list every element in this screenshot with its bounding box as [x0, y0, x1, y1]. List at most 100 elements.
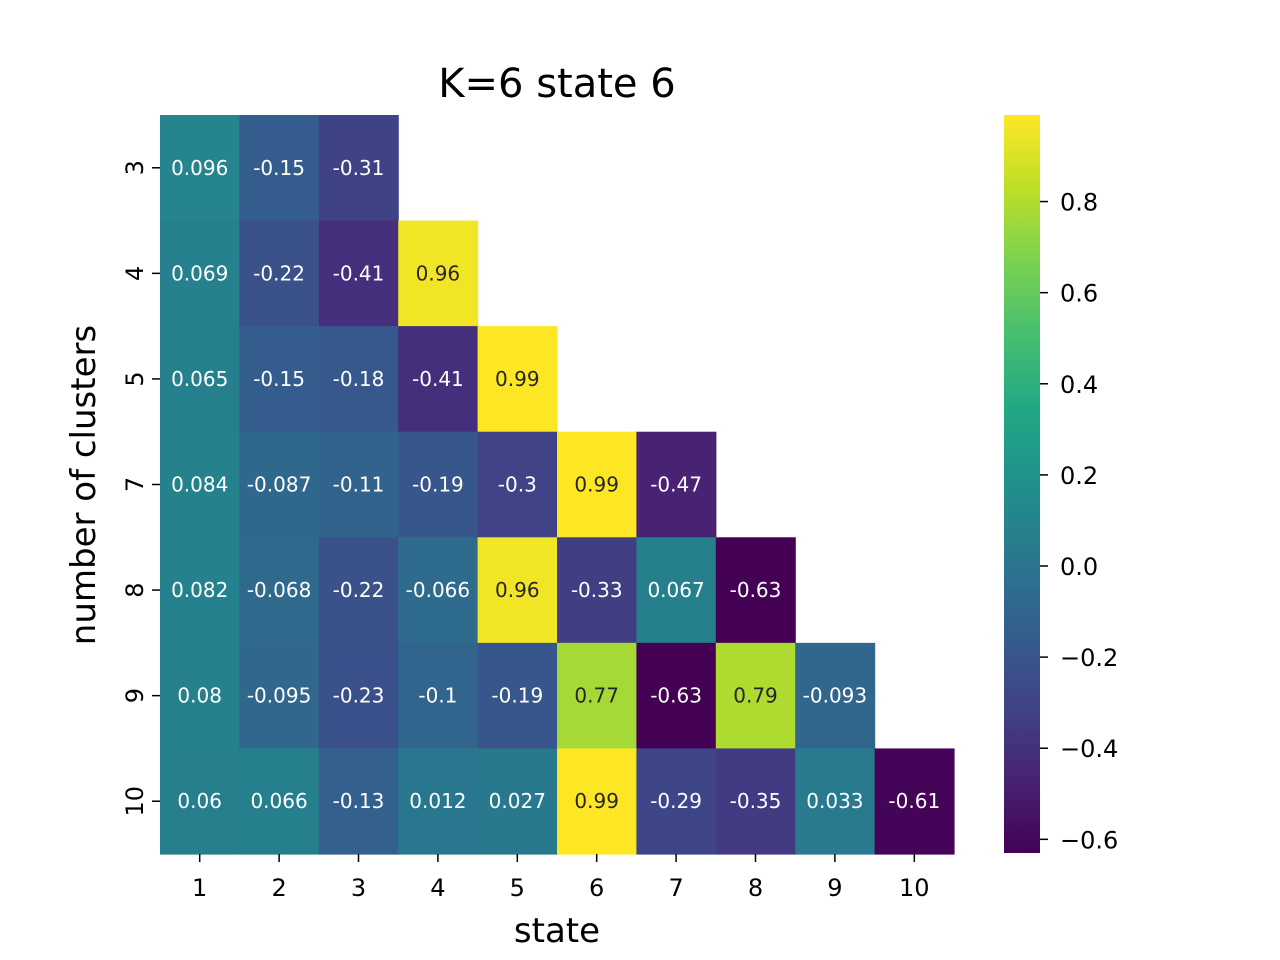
y-tick-label: 3: [121, 160, 149, 175]
x-axis-ticks: 1 2 3 4 5 6 7 8 9 10: [192, 854, 930, 902]
cell-value-label: 0.96: [495, 578, 540, 602]
heatmap-cell: [795, 748, 876, 855]
heatmap-cell: [477, 748, 558, 855]
y-tick-label: 9: [121, 688, 149, 703]
heatmap-cell: [239, 431, 320, 538]
cell-value-label: -0.22: [253, 261, 305, 285]
colorbar-tick-label: −0.4: [1060, 735, 1118, 763]
cell-value-label: 0.033: [806, 789, 863, 813]
heatmap-cell: [160, 326, 240, 433]
cell-value-label: -0.18: [333, 367, 385, 391]
colorbar-tick-label: 0.6: [1060, 280, 1098, 308]
heatmap-cell: [398, 326, 479, 433]
heatmap-cell: [477, 537, 558, 644]
cell-value-label: -0.41: [412, 367, 464, 391]
y-tick-label: 8: [121, 582, 149, 597]
heatmap-cell: [239, 642, 320, 750]
colorbar-tick-label: 0.0: [1060, 553, 1098, 581]
colorbar-tick-label: −0.2: [1060, 644, 1118, 672]
cell-value-label: -0.61: [888, 789, 940, 813]
cell-value-label: -0.13: [333, 789, 385, 813]
heatmap-cell: [160, 220, 240, 327]
cell-value-label: -0.15: [253, 367, 305, 391]
heatmap-cell: [239, 115, 320, 222]
x-tick-label: 10: [899, 874, 930, 902]
cell-value-label: -0.087: [247, 473, 311, 497]
cell-value-label: -0.33: [571, 578, 623, 602]
x-tick-label: 7: [668, 874, 683, 902]
y-tick-label: 10: [121, 786, 149, 817]
cell-value-label: -0.63: [650, 684, 702, 708]
heatmap-cell: [715, 537, 796, 644]
heatmap-cell: [160, 115, 240, 222]
x-tick-label: 8: [748, 874, 763, 902]
cell-value-label: -0.47: [650, 473, 702, 497]
y-axis-ticks: 3 4 5 7 8 9 10: [121, 160, 160, 816]
colorbar: [1004, 115, 1040, 853]
heatmap-cell: [318, 115, 399, 222]
cell-value-label: -0.15: [253, 156, 305, 180]
cell-value-label: 0.06: [177, 789, 222, 813]
cell-value-label: -0.095: [247, 684, 311, 708]
heatmap-cell: [557, 537, 637, 644]
colorbar-ticks: 0.8 0.6 0.4 0.2 0.0 −0.2 −0.4 −0.6: [1040, 189, 1118, 854]
heatmap-cell: [160, 748, 240, 855]
cell-value-label: -0.31: [333, 156, 385, 180]
heatmap-cell: [398, 748, 479, 855]
cell-value-label: 0.067: [647, 578, 704, 602]
cell-value-label: -0.068: [247, 578, 311, 602]
cell-value-label: 0.096: [171, 156, 228, 180]
cell-value-label: 0.08: [177, 684, 222, 708]
heatmap-cell: [636, 642, 717, 750]
heatmap-cell: [557, 642, 637, 750]
heatmap-cells: 0.096 -0.15 -0.31 0.069 -0.22 -0.41 0.96 0.065 -…: [160, 115, 955, 855]
x-axis-label: state: [514, 911, 600, 951]
heatmap-cell: [636, 431, 717, 538]
y-tick-label: 4: [121, 266, 149, 281]
cell-value-label: -0.3: [498, 473, 537, 497]
heatmap-cell: [239, 220, 320, 327]
cell-value-label: -0.35: [730, 789, 782, 813]
cell-value-label: -0.63: [730, 578, 782, 602]
heatmap-cell: [160, 642, 240, 750]
cell-value-label: 0.99: [574, 473, 619, 497]
x-tick-label: 6: [589, 874, 604, 902]
cell-value-label: 0.069: [171, 261, 228, 285]
x-tick-label: 1: [192, 874, 207, 902]
heatmap-cell: [398, 642, 479, 750]
cell-value-label: 0.77: [574, 684, 619, 708]
cell-value-label: -0.29: [650, 789, 702, 813]
cell-value-label: 0.084: [171, 473, 228, 497]
cell-value-label: 0.065: [171, 367, 228, 391]
cell-value-label: 0.012: [409, 789, 466, 813]
colorbar-tick-label: 0.4: [1060, 371, 1098, 399]
cell-value-label: 0.066: [250, 789, 307, 813]
heatmap-cell: [318, 748, 399, 855]
heatmap-cell: [239, 537, 320, 644]
colorbar-tick-label: 0.2: [1060, 462, 1098, 490]
y-tick-label: 7: [121, 477, 149, 492]
cell-value-label: -0.19: [412, 473, 464, 497]
heatmap-cell: [160, 431, 240, 538]
y-axis-label: number of clusters: [64, 325, 104, 645]
heatmap-cell: [636, 537, 717, 644]
x-tick-label: 3: [351, 874, 366, 902]
heatmap-cell: [715, 642, 796, 750]
chart-title: K=6 state 6: [438, 61, 675, 107]
heatmap-cell: [318, 642, 399, 750]
cell-value-label: 0.082: [171, 578, 228, 602]
x-tick-label: 5: [510, 874, 525, 902]
heatmap-cell: [398, 220, 479, 327]
heatmap-cell: [318, 326, 399, 433]
heatmap-cell: [239, 326, 320, 433]
y-tick-label: 5: [121, 371, 149, 386]
heatmap-cell: [160, 537, 240, 644]
colorbar-tick-label: 0.8: [1060, 189, 1098, 217]
cell-value-label: -0.22: [333, 578, 385, 602]
cell-value-label: 0.99: [574, 789, 619, 813]
cell-value-label: 0.027: [489, 789, 546, 813]
heatmap-cell: [318, 431, 399, 538]
cell-value-label: -0.41: [333, 261, 385, 285]
heatmap-cell: [715, 748, 796, 855]
